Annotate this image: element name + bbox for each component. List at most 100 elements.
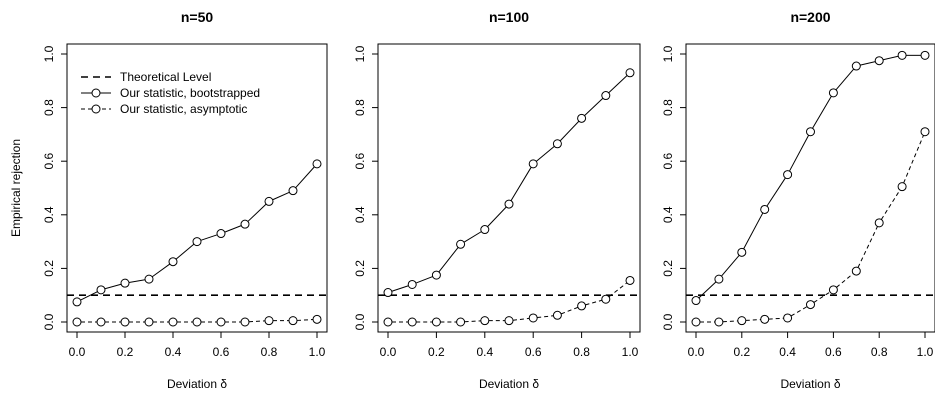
y-tick-label: 0.4	[661, 206, 675, 223]
data-point-bootstrapped	[168, 257, 178, 267]
data-point-bootstrapped	[431, 270, 441, 280]
data-point-asymptotic	[806, 300, 815, 310]
data-point-asymptotic	[625, 275, 635, 285]
data-point-bootstrapped	[264, 196, 274, 206]
data-point-bootstrapped	[874, 56, 884, 66]
series-segment-bootstrapped	[835, 68, 855, 91]
panel-1: n=50 0.0 0.2 0.4 0.6 0.8 1.0 0.0 0.2 0.4 0.6 0.8 1.0…	[9, 9, 328, 391]
y-tick-label: 0.6	[353, 153, 367, 170]
data-point-bootstrapped	[552, 139, 562, 149]
series-segment-bootstrapped	[698, 281, 717, 299]
x-tick-label: 0.2	[117, 345, 134, 359]
y-tick-label: 0.6	[661, 153, 675, 170]
y-tick-label: 0.2	[42, 260, 56, 277]
data-point-asymptotic	[383, 317, 393, 327]
y-tick-label: 0.0	[353, 313, 367, 330]
x-tick-label: 1.0	[917, 345, 934, 359]
series-segment-asymptotic	[464, 320, 481, 323]
x-tick-label: 0.0	[688, 345, 705, 359]
data-point-bootstrapped	[714, 274, 724, 284]
data-point-asymptotic	[552, 310, 562, 320]
x-tick-label: 1.0	[622, 345, 639, 359]
data-point-asymptotic	[240, 317, 250, 327]
x-tick-label: 0.4	[165, 345, 182, 359]
series-segment-asymptotic	[836, 273, 854, 288]
data-point-bootstrapped	[288, 186, 298, 196]
data-point-bootstrapped	[72, 297, 82, 307]
series-segment-bootstrapped	[391, 285, 409, 292]
series-segment-bootstrapped	[559, 120, 580, 142]
series-segment-asymptotic	[880, 189, 901, 220]
x-tick-label: 0.0	[380, 345, 397, 359]
series-segment-bootstrapped	[415, 276, 433, 284]
data-point-asymptotic	[851, 266, 861, 276]
series-segment-asymptotic	[745, 319, 761, 321]
series-segment-bootstrapped	[463, 231, 482, 243]
plot-frame	[685, 43, 935, 333]
data-point-asymptotic	[168, 317, 178, 327]
data-point-bootstrapped	[456, 239, 466, 249]
x-tick-label: 0.4	[476, 345, 493, 359]
data-point-asymptotic	[407, 317, 417, 327]
series-segment-asymptotic	[722, 320, 738, 323]
series-segment-asymptotic	[813, 291, 831, 303]
series-segment-bootstrapped	[438, 247, 459, 273]
data-point-asymptotic	[760, 314, 770, 324]
panel-3: n=200 0.0 0.2 0.4 0.6 0.8 1.0 0.0 0.2 0.4 0.6 0.8 1.…	[661, 9, 935, 391]
x-tick-label: 0.8	[261, 345, 278, 359]
series-segment-bootstrapped	[882, 55, 899, 61]
series-segment-asymptotic	[903, 135, 924, 184]
data-point-asymptotic	[874, 218, 884, 228]
plot-frame	[377, 43, 641, 333]
data-point-asymptotic	[528, 313, 538, 323]
panel-2: n=100 0.0 0.2 0.4 0.6 0.8 1.0 0.0 0.2 0.4 0.6 0.8 1.…	[353, 9, 641, 391]
x-axis-label: Deviation δ	[479, 377, 539, 391]
data-point-asymptotic	[737, 316, 747, 326]
data-point-bootstrapped	[528, 159, 538, 169]
data-point-asymptotic	[897, 182, 907, 192]
series-segment-bootstrapped	[200, 234, 218, 241]
series-segment-bootstrapped	[151, 263, 171, 278]
y-tick-label: 0.8	[353, 99, 367, 116]
series-segment-asymptotic	[585, 299, 603, 306]
series-segment-bootstrapped	[766, 177, 786, 207]
data-point-bootstrapped	[920, 50, 930, 60]
y-axis-label: Empirical rejection	[9, 139, 23, 237]
series-segment-bootstrapped	[535, 145, 555, 162]
y-tick-label: 1.0	[353, 45, 367, 62]
x-tick-label: 1.0	[309, 345, 326, 359]
series-segment-asymptotic	[560, 306, 579, 315]
y-tick-label: 0.6	[42, 153, 56, 170]
data-point-asymptotic	[577, 301, 587, 311]
legend-theoretical-level-label: Theoretical Level	[120, 70, 211, 84]
data-point-bootstrapped	[897, 50, 907, 60]
x-tick-label: 0.6	[213, 345, 230, 359]
data-point-bootstrapped	[691, 296, 701, 306]
series-segment-bootstrapped	[247, 203, 267, 222]
series-segment-asymptotic	[608, 282, 628, 298]
data-point-bootstrapped	[120, 278, 130, 288]
series-segment-asymptotic	[537, 315, 554, 319]
data-point-asymptotic	[828, 285, 838, 295]
data-point-bootstrapped	[144, 274, 154, 284]
y-tick-label: 0.0	[661, 313, 675, 330]
series-segment-asymptotic	[296, 319, 314, 321]
y-tick-label: 1.0	[661, 45, 675, 62]
y-tick-label: 0.8	[661, 99, 675, 116]
x-tick-label: 0.6	[825, 345, 842, 359]
data-point-bootstrapped	[806, 127, 815, 137]
data-point-asymptotic	[72, 317, 82, 327]
series-segment-bootstrapped	[295, 166, 315, 189]
x-tick-label: 0.2	[733, 345, 750, 359]
data-point-bootstrapped	[480, 225, 490, 235]
data-point-bootstrapped	[601, 91, 611, 101]
series-segment-bootstrapped	[224, 225, 242, 233]
data-point-asymptotic	[431, 317, 441, 327]
series-segment-bootstrapped	[721, 255, 740, 277]
y-tick-label: 0.0	[42, 313, 56, 330]
data-point-bootstrapped	[407, 279, 417, 289]
x-tick-label: 0.2	[428, 345, 445, 359]
x-axis-label: Deviation δ	[780, 377, 840, 391]
data-point-bootstrapped	[312, 159, 322, 169]
